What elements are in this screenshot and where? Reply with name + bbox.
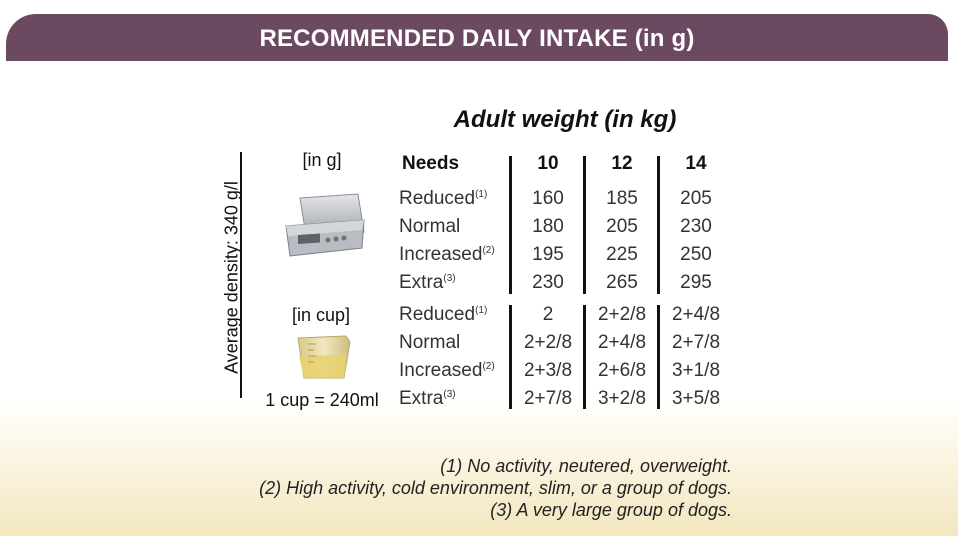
footnotes: (1) No activity, neutered, overweight. (… bbox=[259, 455, 732, 521]
needs-header: Needs bbox=[402, 153, 460, 174]
grams-cell: 265 bbox=[606, 272, 638, 293]
footnote-1: (1) No activity, neutered, overweight. bbox=[440, 456, 732, 476]
needs-label-extra: Extra(3) bbox=[399, 388, 456, 409]
kitchen-scale-icon bbox=[285, 193, 365, 257]
grams-cell: 250 bbox=[680, 244, 712, 265]
cups-cell: 2+3/8 bbox=[523, 360, 573, 381]
page-title: RECOMMENDED DAILY INTAKE (in g) bbox=[259, 25, 695, 52]
column-separator bbox=[583, 305, 586, 409]
grams-cell: 225 bbox=[606, 244, 638, 265]
grams-cell: 185 bbox=[606, 188, 638, 209]
grams-cell: 205 bbox=[680, 188, 712, 209]
column-separator bbox=[509, 305, 512, 409]
cups-cell: 2+4/8 bbox=[597, 332, 647, 353]
needs-label-increased: Increased(2) bbox=[399, 360, 495, 381]
cups-cell: 3+2/8 bbox=[597, 388, 647, 409]
column-separator bbox=[657, 305, 660, 409]
column-separator bbox=[583, 156, 586, 294]
measuring-cup-icon bbox=[297, 335, 351, 379]
grams-cell: 230 bbox=[532, 272, 564, 293]
weight-header-12: 12 bbox=[611, 153, 633, 174]
side-divider bbox=[240, 152, 242, 398]
cup-volume-note: 1 cup = 240ml bbox=[265, 390, 379, 410]
grams-cell: 160 bbox=[532, 188, 564, 209]
cups-cell: 2 bbox=[542, 304, 554, 325]
cups-cell: 2+7/8 bbox=[671, 332, 721, 353]
needs-label-normal: Normal bbox=[399, 332, 461, 353]
needs-label-reduced: Reduced(1) bbox=[399, 188, 488, 209]
cups-cell: 2+6/8 bbox=[597, 360, 647, 381]
cups-cell: 3+5/8 bbox=[671, 388, 721, 409]
column-separator bbox=[509, 156, 512, 294]
header-banner bbox=[6, 14, 948, 61]
column-separator bbox=[657, 156, 660, 294]
weight-header-10: 10 bbox=[537, 153, 559, 174]
table-subtitle: Adult weight (in kg) bbox=[453, 106, 677, 133]
cups-cell: 2+4/8 bbox=[671, 304, 721, 325]
grams-unit-label: [in g] bbox=[302, 150, 342, 170]
grams-cell: 295 bbox=[680, 272, 712, 293]
cups-cell: 2+7/8 bbox=[523, 388, 573, 409]
needs-label-normal: Normal bbox=[399, 216, 461, 237]
cup-unit-label: [in cup] bbox=[291, 305, 351, 325]
cups-cell: 2+2/8 bbox=[523, 332, 573, 353]
grams-cell: 195 bbox=[532, 244, 564, 265]
needs-label-reduced: Reduced(1) bbox=[399, 304, 488, 325]
footnote-2: (2) High activity, cold environment, sli… bbox=[259, 478, 732, 498]
footnote-3: (3) A very large group of dogs. bbox=[490, 500, 732, 520]
grams-cell: 205 bbox=[606, 216, 638, 237]
weight-header-14: 14 bbox=[685, 153, 707, 174]
needs-label-increased: Increased(2) bbox=[399, 244, 495, 265]
cups-cell: 3+1/8 bbox=[671, 360, 721, 381]
grams-cell: 230 bbox=[680, 216, 712, 237]
cups-cell: 2+2/8 bbox=[597, 304, 647, 325]
needs-label-extra: Extra(3) bbox=[399, 272, 456, 293]
grams-cell: 180 bbox=[532, 216, 564, 237]
